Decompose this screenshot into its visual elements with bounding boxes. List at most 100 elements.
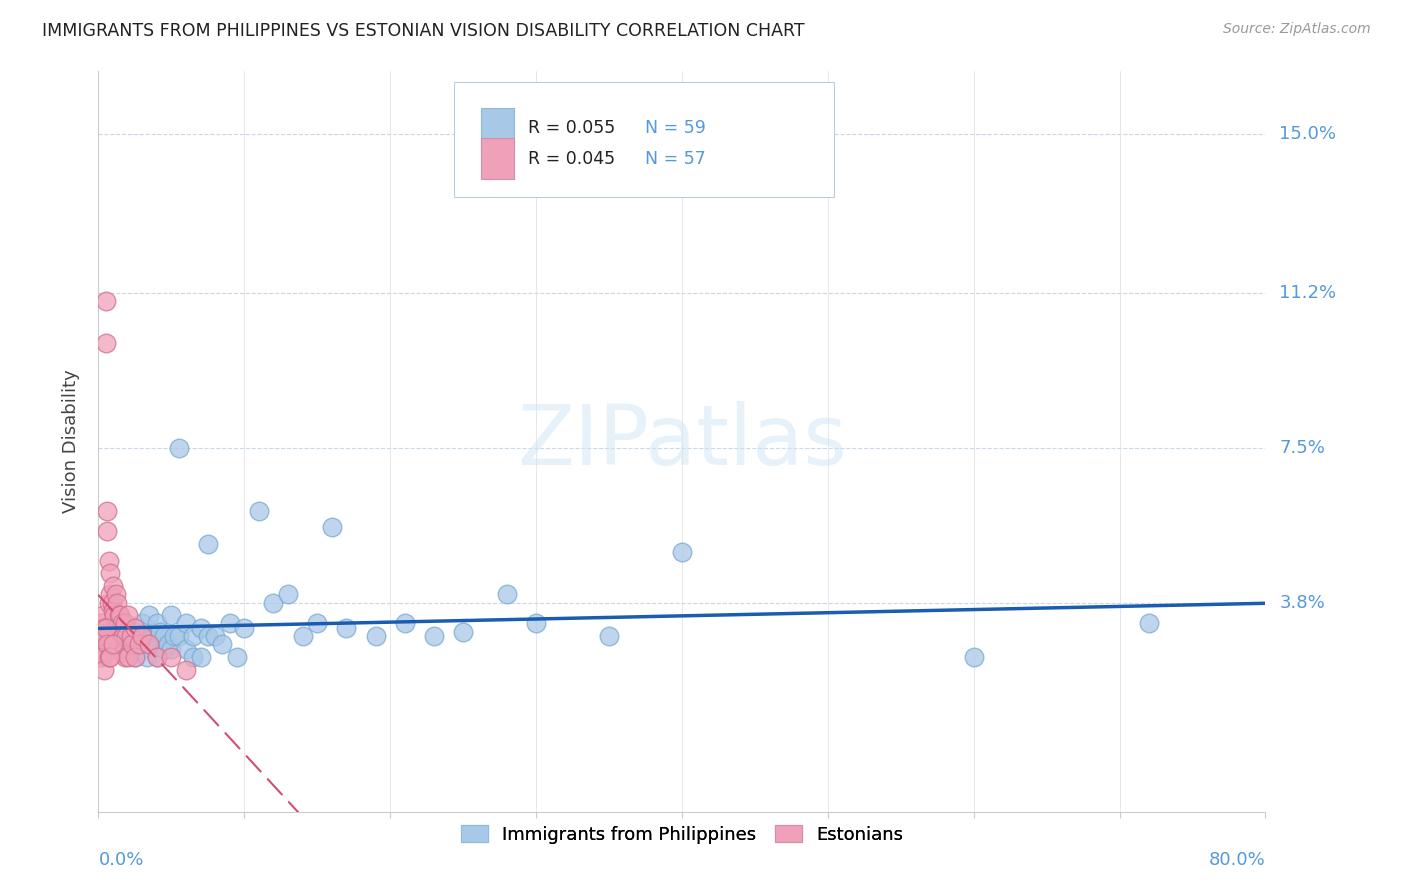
Point	[108, 608, 131, 623]
Point	[394, 616, 416, 631]
Point	[100, 629, 122, 643]
Point	[114, 649, 136, 664]
Text: IMMIGRANTS FROM PHILIPPINES VS ESTONIAN VISION DISABILITY CORRELATION CHART: IMMIGRANTS FROM PHILIPPINES VS ESTONIAN …	[42, 22, 804, 40]
Text: R = 0.045: R = 0.045	[527, 150, 614, 168]
Point	[204, 629, 226, 643]
Point	[962, 649, 984, 664]
Point	[181, 649, 204, 664]
Point	[153, 629, 176, 643]
Point	[104, 629, 127, 643]
Point	[98, 649, 121, 664]
Point	[101, 637, 124, 651]
FancyBboxPatch shape	[481, 138, 513, 178]
Point	[174, 663, 197, 677]
Text: N = 57: N = 57	[644, 150, 706, 168]
Point	[131, 616, 153, 631]
Point	[277, 587, 299, 601]
Point	[98, 587, 121, 601]
Point	[103, 637, 125, 651]
Point	[91, 637, 114, 651]
Point	[335, 621, 357, 635]
Text: 0.0%: 0.0%	[98, 851, 143, 869]
Point	[96, 637, 118, 651]
Point	[97, 649, 120, 664]
Point	[153, 641, 176, 656]
Point	[160, 608, 183, 623]
Point	[110, 608, 132, 623]
Point	[128, 629, 150, 643]
Point	[160, 649, 183, 664]
Point	[138, 608, 160, 623]
Point	[598, 629, 620, 643]
Text: Source: ZipAtlas.com: Source: ZipAtlas.com	[1223, 22, 1371, 37]
Point	[97, 554, 120, 568]
Point	[135, 649, 157, 664]
Text: 15.0%: 15.0%	[1279, 125, 1336, 143]
Point	[114, 616, 136, 631]
Point	[496, 587, 519, 601]
Point	[211, 637, 233, 651]
Point	[226, 649, 249, 664]
Point	[218, 616, 240, 631]
Point	[142, 629, 165, 643]
Point	[181, 629, 204, 643]
Point	[124, 649, 146, 664]
Point	[101, 637, 124, 651]
Point	[233, 621, 256, 635]
Point	[98, 566, 121, 581]
Point	[157, 637, 180, 651]
Point	[114, 616, 136, 631]
Point	[451, 624, 474, 639]
Point	[121, 637, 143, 651]
Point	[134, 629, 156, 643]
Point	[94, 621, 117, 635]
Point	[167, 441, 190, 455]
Text: 80.0%: 80.0%	[1209, 851, 1265, 869]
Point	[120, 637, 142, 651]
Point	[423, 629, 446, 643]
Point	[146, 616, 169, 631]
Point	[98, 629, 121, 643]
Point	[197, 537, 219, 551]
Point	[105, 621, 128, 635]
Point	[91, 608, 114, 623]
Point	[117, 608, 139, 623]
Point	[124, 649, 146, 664]
Y-axis label: Vision Disability: Vision Disability	[62, 369, 80, 514]
Text: ZIPatlas: ZIPatlas	[517, 401, 846, 482]
Point	[124, 624, 146, 639]
Point	[321, 520, 343, 534]
Point	[190, 621, 212, 635]
Point	[111, 646, 134, 660]
Point	[197, 629, 219, 643]
Point	[94, 336, 117, 351]
Point	[247, 503, 270, 517]
Point	[307, 616, 329, 631]
Point	[97, 596, 120, 610]
FancyBboxPatch shape	[481, 108, 513, 149]
FancyBboxPatch shape	[454, 82, 834, 197]
Text: 11.2%: 11.2%	[1279, 284, 1337, 302]
Point	[146, 649, 169, 664]
Point	[1137, 616, 1160, 631]
Text: R = 0.055: R = 0.055	[527, 120, 614, 137]
Legend: Immigrants from Philippines, Estonians: Immigrants from Philippines, Estonians	[454, 818, 910, 851]
Point	[100, 596, 122, 610]
Point	[103, 608, 125, 623]
Point	[94, 629, 117, 643]
Point	[364, 629, 387, 643]
Point	[138, 637, 160, 651]
Point	[160, 641, 183, 656]
Point	[138, 637, 160, 651]
Point	[110, 637, 132, 651]
Point	[146, 637, 169, 651]
Point	[93, 663, 115, 677]
Point	[124, 621, 146, 635]
Point	[117, 629, 139, 643]
Point	[174, 616, 197, 631]
Point	[90, 616, 112, 631]
Point	[93, 646, 115, 660]
Point	[163, 629, 186, 643]
Point	[117, 646, 139, 660]
Point	[149, 624, 172, 639]
